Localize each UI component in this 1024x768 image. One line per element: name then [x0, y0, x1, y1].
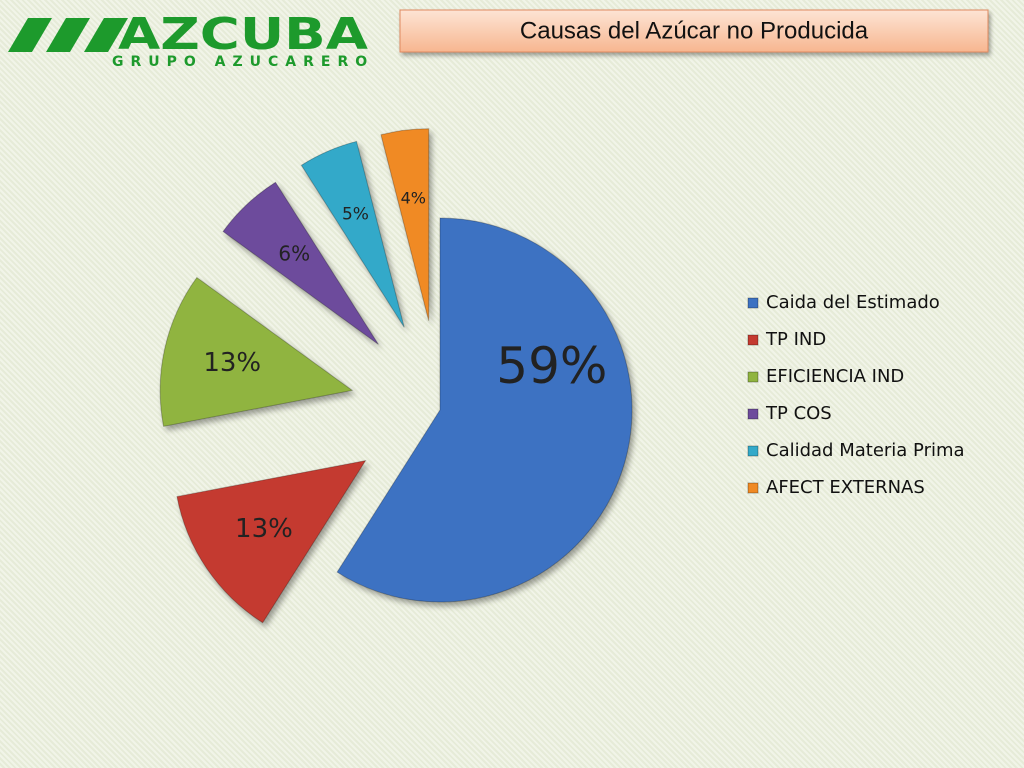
legend-swatch	[747, 482, 759, 494]
data-label: 6%	[278, 241, 310, 265]
legend-label: Caida del Estimado	[766, 292, 940, 313]
title-box	[399, 9, 989, 53]
data-label: 5%	[342, 205, 369, 225]
logo-name: AZCUBA	[118, 9, 368, 60]
logo-bar	[8, 18, 52, 52]
pie-slice	[300, 140, 405, 328]
legend-label: TP COS	[765, 403, 832, 424]
legend-swatch	[747, 334, 759, 346]
legend-label: AFECT EXTERNAS	[766, 477, 925, 498]
pie-slice	[380, 128, 430, 321]
pie-slice	[176, 459, 367, 624]
data-label: 4%	[401, 188, 426, 207]
pie-slice	[222, 181, 379, 345]
data-label: 59%	[496, 337, 607, 395]
data-label: 13%	[235, 514, 293, 544]
legend-label: Calidad Materia Prima	[766, 440, 965, 461]
logo-bar	[84, 18, 128, 52]
pie-slice	[336, 217, 633, 603]
logo-bar	[46, 18, 90, 52]
legend-label: TP IND	[765, 329, 826, 350]
data-label: 13%	[203, 348, 261, 378]
legend-label: EFICIENCIA IND	[766, 366, 904, 387]
legend-swatch	[747, 371, 759, 383]
pie-slice	[159, 276, 354, 427]
chart-title: Causas del Azúcar no Producida	[520, 17, 869, 44]
legend-swatch	[747, 445, 759, 457]
legend-swatch	[747, 408, 759, 420]
logo-tagline: GRUPO AZUCARERO	[112, 54, 374, 70]
logo: AZCUBA GRUPO AZUCARERO	[8, 9, 374, 70]
legend-swatch	[747, 297, 759, 309]
